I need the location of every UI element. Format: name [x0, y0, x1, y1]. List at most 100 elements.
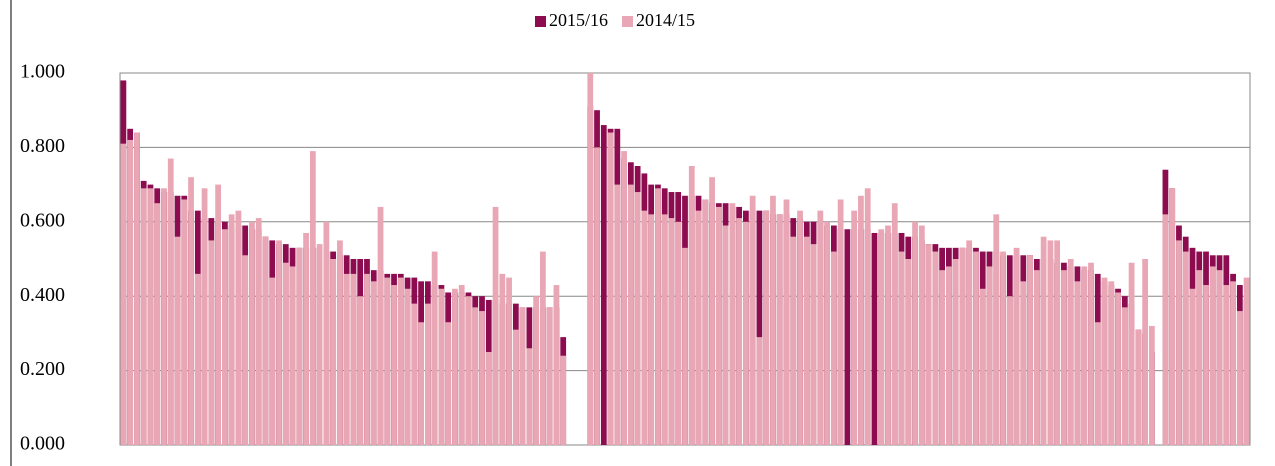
- bar: [309, 151, 316, 445]
- bar: [1013, 247, 1020, 445]
- bar: [418, 322, 424, 445]
- bar: [979, 288, 986, 445]
- bar: [851, 210, 858, 445]
- bar: [269, 277, 276, 445]
- bar: [181, 199, 188, 445]
- bar: [127, 139, 134, 445]
- bar: [242, 255, 249, 445]
- bar: [1216, 270, 1223, 445]
- bar: [316, 244, 323, 445]
- bar: [1067, 259, 1074, 445]
- bar: [878, 229, 885, 445]
- bar: [932, 251, 939, 445]
- bar: [1000, 251, 1006, 445]
- bar: [282, 262, 289, 445]
- bar: [553, 285, 560, 445]
- bar: [715, 206, 722, 445]
- bar: [837, 199, 844, 445]
- bar: [472, 307, 479, 445]
- bar: [702, 199, 709, 445]
- bar: [682, 247, 688, 445]
- bar: [147, 188, 154, 445]
- bar: [1006, 296, 1013, 445]
- bar: [289, 266, 296, 445]
- bar: [465, 296, 472, 445]
- bar: [120, 143, 127, 445]
- bar: [634, 192, 641, 445]
- bar: [262, 236, 269, 445]
- bar: [648, 214, 655, 445]
- bar: [1074, 281, 1081, 445]
- bar: [364, 273, 370, 445]
- bar: [770, 195, 776, 445]
- bar: [424, 303, 431, 445]
- bar: [404, 288, 411, 445]
- bar: [891, 203, 898, 445]
- bar: [966, 240, 973, 445]
- bar: [208, 240, 215, 445]
- bar: [303, 232, 309, 445]
- bar: [445, 322, 452, 445]
- bar: [986, 266, 993, 445]
- bar: [323, 221, 330, 445]
- bar: [357, 296, 364, 445]
- bar: [1047, 240, 1054, 445]
- bar: [959, 247, 966, 445]
- bar: [797, 210, 803, 445]
- bar: [499, 273, 506, 445]
- bar: [905, 259, 912, 445]
- bar: [1189, 288, 1196, 445]
- bar: [485, 352, 492, 445]
- bar: [898, 251, 905, 445]
- bar: [343, 273, 350, 445]
- bar: [655, 188, 661, 445]
- bar: [1094, 322, 1101, 445]
- bar: [1101, 277, 1108, 445]
- bar: [885, 225, 891, 445]
- bar: [1135, 329, 1142, 445]
- bar: [763, 210, 770, 445]
- bar: [594, 147, 600, 445]
- bar: [215, 184, 221, 445]
- bar: [918, 225, 925, 445]
- bar: [546, 307, 553, 445]
- y-tick-label: 0.400: [20, 284, 65, 306]
- bar: [946, 266, 952, 445]
- bar: [627, 184, 634, 445]
- bar: [993, 214, 1000, 445]
- bar: [540, 251, 546, 445]
- bar: [783, 199, 790, 445]
- bar: [519, 307, 526, 445]
- bar: [1115, 292, 1121, 445]
- bar: [221, 229, 228, 445]
- bar: [722, 225, 729, 445]
- bar: [912, 221, 918, 445]
- bar: [1162, 214, 1169, 445]
- bar: [337, 240, 343, 445]
- bar: [167, 158, 174, 445]
- bar: [641, 210, 648, 445]
- bar: [1054, 240, 1061, 445]
- bar: [614, 184, 621, 445]
- bar: [736, 218, 743, 445]
- bar: [1149, 325, 1155, 445]
- bar: [296, 247, 303, 445]
- y-tick-label: 0.200: [20, 358, 65, 380]
- bar: [458, 285, 465, 445]
- bar: [749, 195, 756, 445]
- bar: [201, 188, 208, 445]
- bar: [154, 203, 161, 445]
- bar: [228, 214, 235, 445]
- bar: [925, 244, 932, 445]
- bar: [668, 218, 675, 445]
- bar: [1088, 262, 1094, 445]
- bar: [397, 277, 404, 445]
- bar: [391, 285, 397, 445]
- bar: [1196, 270, 1203, 445]
- bar: [607, 132, 614, 445]
- bar: [255, 218, 262, 445]
- bar: [743, 221, 749, 445]
- bar: [492, 206, 499, 445]
- bar: [431, 251, 438, 445]
- bar: [438, 288, 445, 445]
